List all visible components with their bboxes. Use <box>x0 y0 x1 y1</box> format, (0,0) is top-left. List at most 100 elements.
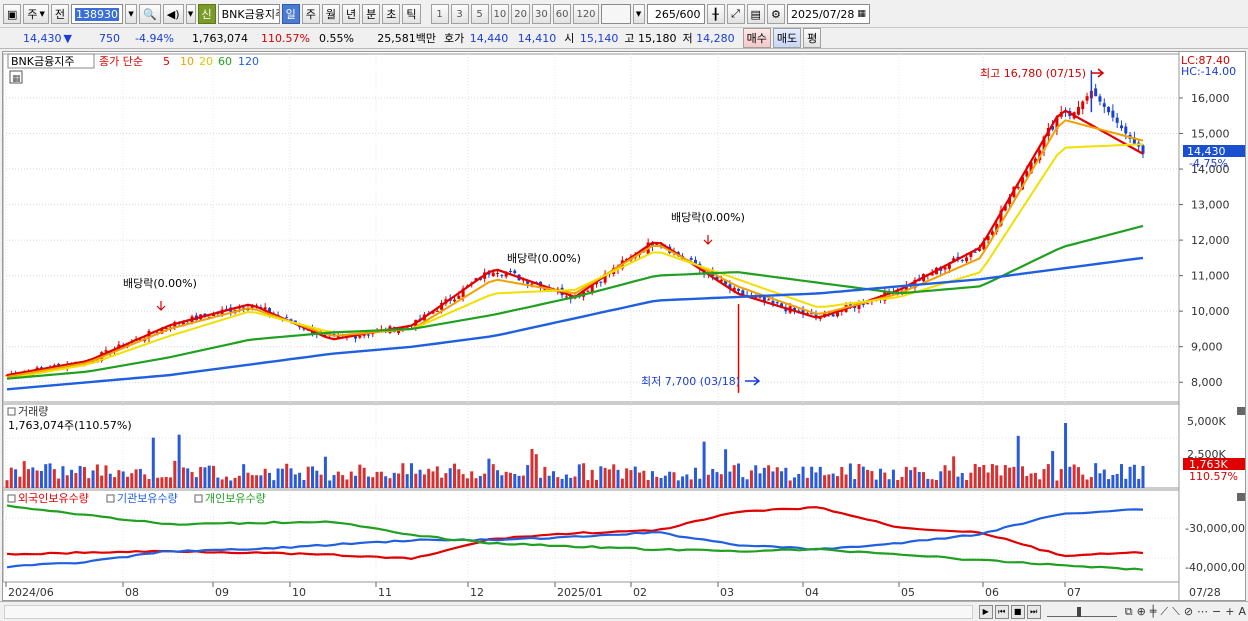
volume-bar <box>982 465 986 488</box>
candle-type-icon[interactable]: ╂ <box>706 4 725 24</box>
zoom-slider[interactable] <box>1046 606 1117 617</box>
text-tool-icon[interactable]: ⋯ <box>1197 605 1209 618</box>
low-annotation: 최저 7,700 (03/18) <box>641 375 740 388</box>
sell-button[interactable]: 매도 <box>772 28 802 48</box>
volume-bar <box>1132 464 1136 488</box>
period-month[interactable]: 월 <box>321 4 341 24</box>
volume-bar <box>711 468 715 488</box>
prev-button[interactable]: 전 <box>50 4 70 24</box>
volume-bar <box>48 463 52 488</box>
search-icon[interactable]: 🔍 <box>139 4 161 24</box>
table-toggle-icon[interactable] <box>9 70 23 84</box>
volume-bar <box>160 477 164 488</box>
volume-bar <box>659 477 663 488</box>
candle-body <box>741 290 745 296</box>
candle-body <box>366 334 370 336</box>
quote-high: 15,180 <box>638 31 677 45</box>
high-arrow-icon <box>1091 68 1105 78</box>
volume-bar <box>276 468 280 488</box>
candle-body <box>689 258 693 260</box>
scroll-first-icon[interactable]: ⏮ <box>994 604 1009 619</box>
period-second[interactable]: 초 <box>382 4 401 24</box>
volume-bar <box>18 476 22 488</box>
interval-5[interactable]: 5 <box>470 4 489 24</box>
period-day[interactable]: 일 <box>281 4 300 24</box>
interval-3[interactable]: 3 <box>450 4 469 24</box>
scroll-right-icon[interactable]: ▶ <box>978 604 993 619</box>
interval-dropdown-icon[interactable]: ▼ <box>632 4 645 24</box>
volume-bar <box>715 472 719 488</box>
interval-1[interactable]: 1 <box>430 4 449 24</box>
holder-panel-close-icon[interactable] <box>1237 493 1245 501</box>
interval-20[interactable]: 20 <box>511 4 530 24</box>
candle-body <box>956 256 960 259</box>
crosshair-icon[interactable]: ╪ <box>1149 605 1157 618</box>
volume-bar <box>35 470 39 488</box>
eval-button[interactable]: 평 <box>803 28 822 48</box>
measure-icon[interactable]: ⊘ <box>1183 605 1194 618</box>
interval-120[interactable]: 120 <box>573 4 599 24</box>
zoom-in-icon[interactable]: + <box>1225 605 1235 618</box>
candle-body <box>655 244 659 246</box>
zoom-out-icon[interactable]: − <box>1212 605 1222 618</box>
volume-bar <box>810 466 814 488</box>
chart-svg[interactable]: BNK금융지주 종가 단순 5 10 20 60 120 ▦ LC:87.40 … <box>2 52 1247 602</box>
code-dropdown-icon[interactable]: ▼ <box>125 4 138 24</box>
volume-bar <box>603 467 607 488</box>
buy-button[interactable]: 매수 <box>742 28 771 48</box>
trendline-icon[interactable]: ⟋ <box>1160 604 1169 618</box>
volume-bar <box>801 466 805 488</box>
scroll-track[interactable] <box>4 604 973 619</box>
volume-bar <box>780 471 784 488</box>
interval-60[interactable]: 60 <box>552 4 572 24</box>
volume-panel-close-icon[interactable] <box>1237 407 1245 415</box>
object-tool-icon[interactable]: ⧉ <box>1124 604 1133 618</box>
volume-bar <box>1003 465 1007 488</box>
speaker-icon[interactable]: ◀) <box>162 4 184 24</box>
period-tick[interactable]: 틱 <box>402 4 421 24</box>
stop-icon[interactable]: ■ <box>1010 604 1025 619</box>
high-annotation: 최고 16,780 (07/15) <box>980 67 1086 80</box>
holder-legend-foreign: 외국인보유수량 <box>18 492 89 505</box>
down-arrow-icon: ▼ <box>63 31 72 45</box>
date-field[interactable]: 2025/07/28 ▦ <box>786 4 870 24</box>
volume-bar <box>138 468 142 488</box>
volume-bar <box>526 465 530 488</box>
volume-bar <box>242 464 246 488</box>
market-select[interactable]: 주 ▼ <box>23 4 49 24</box>
candle-body <box>801 309 805 315</box>
indicator-icon[interactable]: ⤢ <box>726 4 745 24</box>
count-field[interactable]: 265/600 <box>646 4 705 24</box>
calendar-icon[interactable]: ▦ <box>857 9 866 19</box>
volume-bar <box>539 477 543 488</box>
candle-body <box>263 307 267 310</box>
volume-bar <box>771 471 775 488</box>
candle-body <box>784 307 788 312</box>
interval-30[interactable]: 30 <box>531 4 551 24</box>
candle-body <box>267 308 271 314</box>
candle-body <box>1029 162 1033 174</box>
speaker-dropdown-icon[interactable]: ▼ <box>185 4 196 24</box>
font-size-icon[interactable]: A <box>1238 605 1246 618</box>
candle-body <box>737 288 741 291</box>
gear-icon[interactable]: ⚙ <box>766 4 785 24</box>
volume-bar <box>595 479 599 488</box>
interval-10[interactable]: 10 <box>490 4 510 24</box>
chart-area[interactable]: BNK금융지주 종가 단순 5 10 20 60 120 ▦ LC:87.40 … <box>2 51 1247 602</box>
period-minute[interactable]: 분 <box>362 4 381 24</box>
period-year[interactable]: 년 <box>342 4 361 24</box>
quote-bar: 14,430 ▼ 750 -4.94% 1,763,074 110.57% 0.5… <box>0 27 1248 49</box>
layout-icon[interactable]: ▣ <box>3 4 22 24</box>
cursor-tool-icon[interactable]: ⊕ <box>1136 605 1146 618</box>
fib-icon[interactable]: ⟍ <box>1172 604 1180 618</box>
period-week[interactable]: 주 <box>301 4 320 24</box>
stock-code-input[interactable]: 138930 <box>71 4 124 24</box>
volume-bar <box>121 471 125 488</box>
volume-bar <box>900 476 904 488</box>
scroll-last-icon[interactable]: ⏭ <box>1026 604 1041 619</box>
save-icon[interactable]: ▤ <box>746 4 765 24</box>
candle-body <box>500 275 504 277</box>
stock-name-field[interactable]: BNK금융지주 <box>217 4 280 24</box>
interval-custom-input[interactable] <box>600 4 631 24</box>
candle-body <box>1115 117 1119 123</box>
